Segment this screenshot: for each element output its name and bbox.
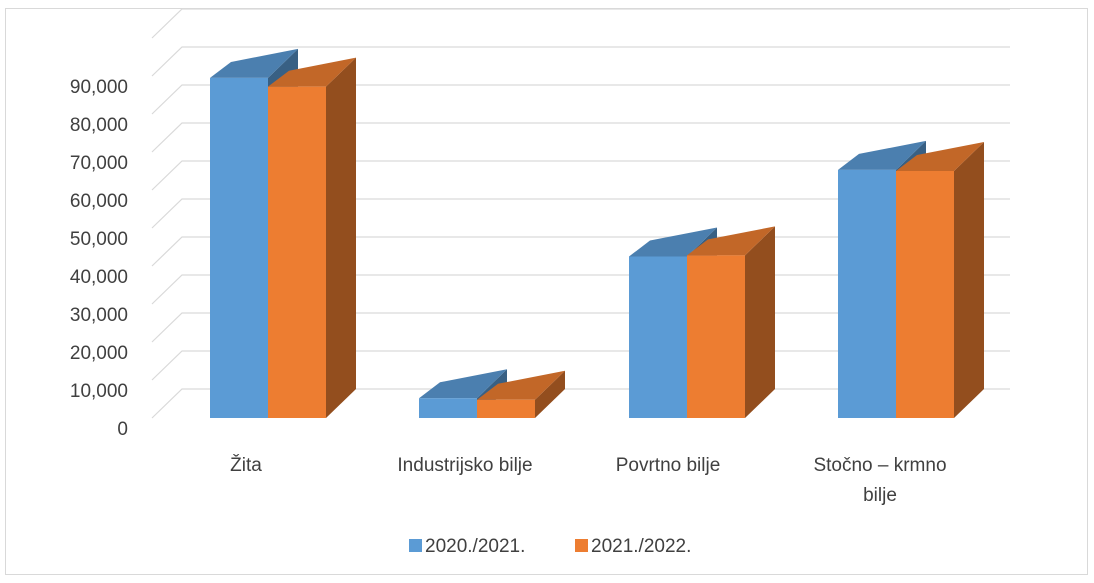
legend: 2020./2021. 2021./2022.	[409, 536, 691, 557]
bar	[268, 57, 356, 418]
bar-front-face	[477, 399, 535, 418]
bar-side-face	[954, 142, 984, 418]
bar-front-face	[210, 77, 268, 419]
y-axis-tick-labels: 0 10,000 20,000 30,000 40,000 50,000 60,000 70,…	[70, 77, 128, 440]
y-tick-label: 70,000	[70, 153, 128, 174]
bar-top-face	[838, 140, 926, 170]
x-tick-label: Žita	[230, 454, 262, 476]
y-tick-label: 50,000	[70, 229, 128, 250]
legend-swatch	[575, 539, 588, 552]
legend-item: 2020./2021.	[409, 536, 525, 557]
bar-side-face	[535, 370, 565, 418]
bar-front-face	[838, 169, 896, 418]
legend-item: 2021./2022.	[575, 536, 691, 557]
y-tick-label: 40,000	[70, 267, 128, 288]
bar-side-face	[745, 226, 775, 418]
bar-front-face	[896, 171, 954, 418]
bar-top-face	[419, 369, 507, 399]
bar-front-face	[268, 86, 326, 418]
x-tick-label: Povrtno bilje	[616, 455, 721, 476]
bar	[896, 142, 984, 418]
bar-front-face	[687, 255, 745, 418]
x-tick-label: bilje	[863, 485, 897, 506]
bar-top-face	[268, 57, 356, 87]
legend-swatch	[409, 539, 422, 552]
legend-label: 2021./2022.	[591, 536, 691, 557]
bar-top-face	[896, 142, 984, 171]
gridline	[151, 198, 1010, 229]
x-tick-label: Industrijsko bilje	[397, 455, 532, 476]
legend-label: 2020./2021.	[425, 536, 525, 557]
gridline	[151, 8, 1010, 39]
gridline	[151, 122, 1010, 153]
bar	[687, 226, 775, 418]
x-axis-category-labels: Žita Industrijsko bilje Povrtno bilje Stočn…	[230, 454, 946, 506]
bar-front-face	[629, 256, 687, 418]
bar	[477, 370, 565, 418]
bar-side-face	[326, 57, 356, 418]
gridline	[151, 46, 1010, 77]
bar-top-face	[477, 370, 565, 400]
gridline	[151, 160, 1010, 191]
y-tick-label: 60,000	[70, 191, 128, 212]
x-tick-label: Stočno – krmno	[813, 455, 946, 476]
gridline	[151, 84, 1010, 115]
y-tick-label: 0	[117, 419, 128, 440]
y-tick-label: 80,000	[70, 115, 128, 136]
y-tick-label: 90,000	[70, 77, 128, 98]
bar-top-face	[629, 227, 717, 257]
y-tick-label: 10,000	[70, 381, 128, 402]
bar-top-face	[687, 226, 775, 256]
y-tick-label: 30,000	[70, 305, 128, 326]
y-tick-label: 20,000	[70, 343, 128, 364]
bar-top-face	[210, 48, 298, 78]
bars	[210, 48, 984, 419]
bar-front-face	[419, 398, 477, 418]
